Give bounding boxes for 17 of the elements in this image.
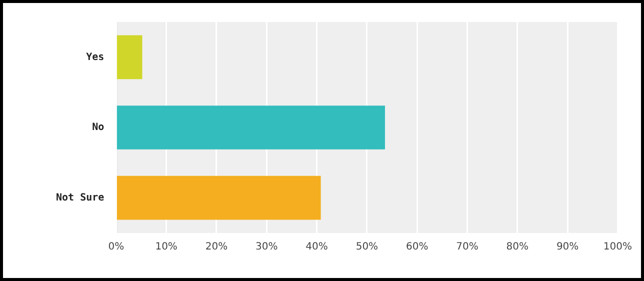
x-tick-label: 10% <box>155 242 178 253</box>
x-tick-label: 50% <box>356 242 378 253</box>
y-tick-label: Yes <box>86 52 104 63</box>
bar <box>116 35 142 80</box>
x-tick-label: 100% <box>603 242 632 253</box>
x-tick-label: 30% <box>256 242 278 253</box>
bar <box>116 106 385 150</box>
bar <box>116 176 321 220</box>
x-tick-label: 60% <box>406 242 428 253</box>
x-tick-label: 80% <box>506 242 529 253</box>
x-tick-label: 0% <box>108 242 124 253</box>
x-tick-label: 20% <box>205 242 228 253</box>
y-tick-label: Not Sure <box>56 192 104 204</box>
x-tick-label: 40% <box>306 242 328 253</box>
x-tick-label: 70% <box>456 242 478 253</box>
y-tick-label: No <box>92 122 104 134</box>
x-tick-label: 90% <box>556 242 579 253</box>
